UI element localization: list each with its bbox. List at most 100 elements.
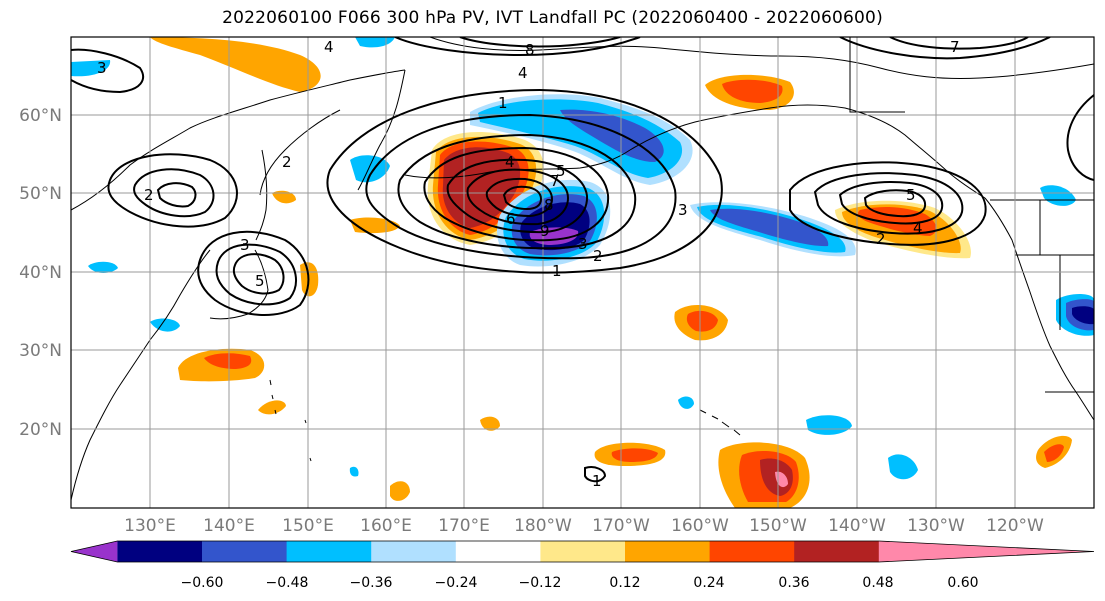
contour-label: 3 [240, 236, 250, 254]
contour-label: 5 [556, 162, 566, 180]
contour-label: 1 [592, 472, 602, 490]
border-alaska-canada [849, 37, 905, 113]
colorbar-extension-low [71, 541, 118, 562]
coastline-asia [71, 69, 406, 211]
contour-label: 3 [578, 235, 588, 253]
lat-label-30n: 30°N [19, 341, 62, 361]
lat-label-60n: 60°N [19, 106, 62, 126]
latitude-labels: 20°N 30°N 40°N 50°N 60°N [19, 106, 62, 440]
pv-negative-anomaly-arctic-core [478, 99, 683, 178]
colorbar-segment [709, 541, 795, 562]
contour-arctic-2 [459, 37, 621, 48]
colorbar-tick-label: −0.60 [181, 575, 224, 591]
contour-label: 2 [282, 153, 292, 171]
coastline-north-america [984, 197, 1094, 421]
pv-positive-anomaly-small-2 [390, 481, 410, 501]
contour-label: 2 [593, 247, 603, 265]
contour-northeast-1 [789, 161, 987, 246]
contour-west-2 [133, 168, 215, 218]
lat-label-20n: 20°N [19, 420, 62, 440]
contour-label: 8 [525, 41, 535, 59]
contour-northeast-2 [813, 172, 964, 235]
contour-japan-3 [232, 253, 285, 295]
coastline-korea-china [71, 249, 211, 501]
colorbar-segment [371, 541, 457, 562]
lon-label-180w: 180°W [514, 516, 572, 536]
lon-label-120w: 120°W [986, 516, 1044, 536]
contour-label: 1 [498, 94, 508, 112]
pv-negative-anomaly-trop-4 [150, 318, 180, 332]
colorbar-tick-label: 0.36 [778, 575, 809, 591]
map-frame [70, 36, 1095, 509]
colorbar-segment [455, 541, 541, 562]
pv-negative-anomaly-trop-1 [806, 415, 852, 435]
colorbar-segment [540, 541, 626, 562]
contour-label: 5 [255, 272, 265, 290]
contour-label: 3 [97, 59, 107, 77]
pv-negative-anomaly-ne-coast [1040, 185, 1076, 206]
lat-label-50n: 50°N [19, 184, 62, 204]
contour-label: 9 [540, 222, 550, 240]
contour-central-3 [397, 133, 637, 250]
pv-negative-anomaly-trop-2 [888, 454, 918, 480]
lon-label-170e: 170°E [438, 516, 490, 536]
colorbar-outline [70, 540, 1095, 563]
contour-west-1 [107, 153, 238, 228]
pv-positive-anomaly-alaska-north-core [722, 79, 783, 103]
lon-label-130w: 130°W [907, 516, 965, 536]
island-chain-west [269, 379, 312, 462]
contour-label-group: 1 2 3 4 5 6 7 8 9 2 3 5 2 3 4 5 4 3 2 1 … [97, 38, 960, 490]
colorbar-segment [286, 541, 372, 562]
contour-arctic-4 [889, 37, 1029, 50]
contour-arctic-1 [394, 37, 641, 57]
lon-label-140w: 140°W [828, 516, 886, 536]
contour-japan-2 [215, 243, 297, 306]
longitude-labels: 130°E 140°E 150°E 160°E 170°E 180°W 170°… [124, 516, 1044, 536]
pv-negative-anomaly-northeast-inner [710, 208, 829, 247]
contour-central-6 [466, 168, 570, 226]
contour-west-3 [156, 182, 197, 208]
contour-label: 2 [144, 186, 154, 204]
coastline-kamchatka [357, 69, 406, 191]
contour-tropics [584, 466, 607, 483]
contour-central-5 [446, 158, 589, 234]
colorbar-tick-label: 0.48 [862, 575, 893, 591]
contour-label: 5 [906, 186, 916, 204]
pv-positive-anomaly-central-south-core [611, 448, 658, 462]
lat-label-40n: 40°N [19, 263, 62, 283]
pv-contours [71, 37, 1094, 483]
colorbar-segment [117, 541, 203, 562]
contour-central-1 [326, 88, 723, 274]
contour-central-8 [502, 185, 543, 211]
map-title: 2022060100 F066 300 hPa PV, IVT Landfall… [222, 8, 883, 28]
lon-label-140e: 140°E [203, 516, 255, 536]
contour-northeast-3 [838, 181, 944, 225]
contour-japan-1 [197, 230, 310, 316]
contour-label: 1 [552, 262, 562, 280]
lon-label-160e: 160°E [360, 516, 412, 536]
contour-label: 7 [950, 38, 960, 56]
coastline-okhotsk [259, 109, 341, 196]
colorbar-tick-label: −0.36 [350, 575, 393, 591]
contour-arctic-3 [839, 37, 1051, 60]
contour-label: 4 [505, 153, 515, 171]
lon-label-130e: 130°E [124, 516, 176, 536]
lon-label-160w: 160°W [671, 516, 729, 536]
pv-positive-anomaly-small-3 [480, 416, 500, 431]
pv-positive-anomaly-arctic-strip [150, 37, 321, 92]
colorbar-tick-label: −0.48 [266, 575, 309, 591]
contour-central-4 [423, 146, 610, 242]
contour-label: 4 [518, 64, 528, 82]
contour-label: 4 [913, 219, 923, 237]
pv-negative-anomaly-trop-5 [349, 466, 359, 477]
contour-label: 8 [544, 196, 554, 214]
colorbar-tick-label: −0.24 [435, 575, 478, 591]
colorbar-segment [202, 541, 288, 562]
pv-negative-anomaly-trop-3 [678, 396, 694, 409]
colorbar-tick-label: 0.12 [609, 575, 640, 591]
hawaii-islands [699, 409, 741, 436]
contour-label: 2 [876, 230, 886, 248]
contour-label: 4 [324, 38, 334, 56]
colorbar-tick-labels: −0.60 −0.48 −0.36 −0.24 −0.12 0.12 0.24 … [181, 575, 979, 591]
